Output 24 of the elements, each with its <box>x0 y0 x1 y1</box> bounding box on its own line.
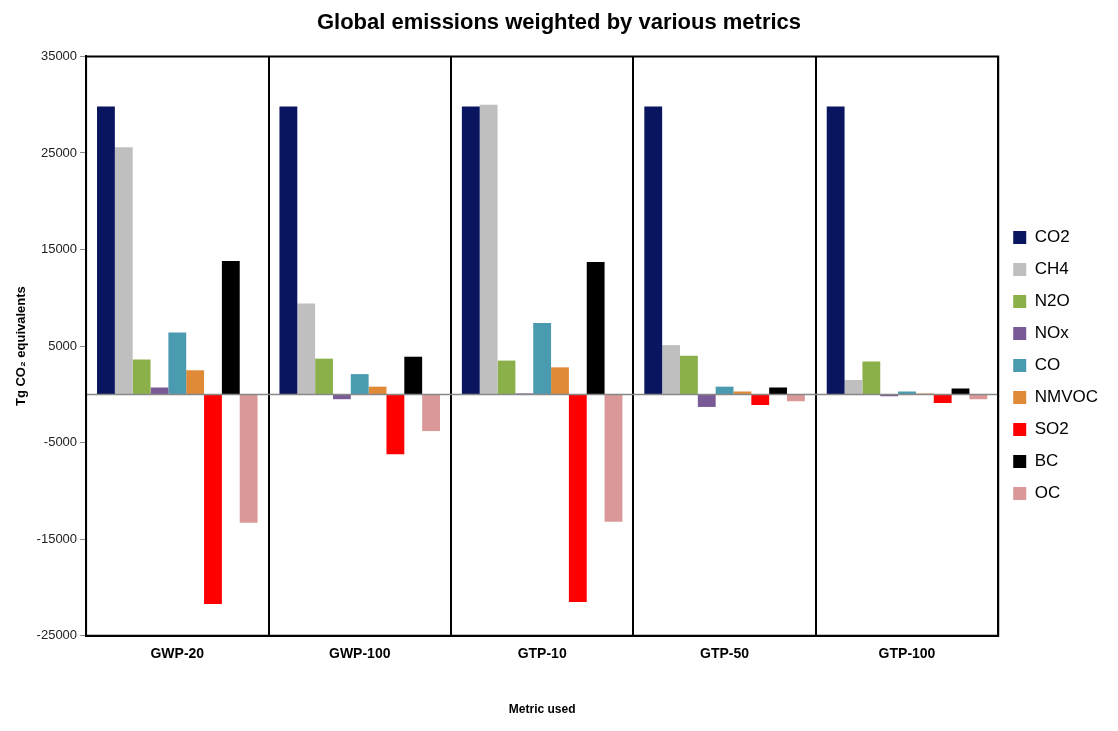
x-tick-label: GWP-100 <box>328 645 391 662</box>
y-axis-title: Tg CO₂ equivalents <box>13 286 29 407</box>
legend-label: CO <box>1034 355 1061 375</box>
legend-label: OC <box>1034 483 1061 503</box>
legend-label: NOx <box>1034 323 1070 343</box>
chart-title: Global emissions weighted by various metrics <box>316 9 802 35</box>
legend-label: NMVOC <box>1034 387 1098 407</box>
y-tick-label: 15000 <box>40 241 78 257</box>
x-axis-title: Metric used <box>508 702 576 717</box>
y-tick-label: 5000 <box>48 337 78 353</box>
legend-label: BC <box>1034 451 1059 471</box>
y-tick-label: 25000 <box>40 144 78 160</box>
y-tick-label: -25000 <box>36 627 78 643</box>
legend-label: N2O <box>1034 291 1070 311</box>
legend-label: SO2 <box>1034 419 1069 439</box>
y-tick-label: 35000 <box>40 47 78 63</box>
y-tick-label: -15000 <box>36 530 78 546</box>
y-tick-label: -5000 <box>43 434 78 450</box>
x-tick-label: GTP-50 <box>700 645 750 662</box>
x-tick-label: GTP-100 <box>878 645 936 662</box>
legend-label: CO2 <box>1034 227 1070 247</box>
x-tick-label: GTP-10 <box>517 645 567 662</box>
x-tick-label: GWP-20 <box>150 645 205 662</box>
legend-label: CH4 <box>1034 259 1069 279</box>
